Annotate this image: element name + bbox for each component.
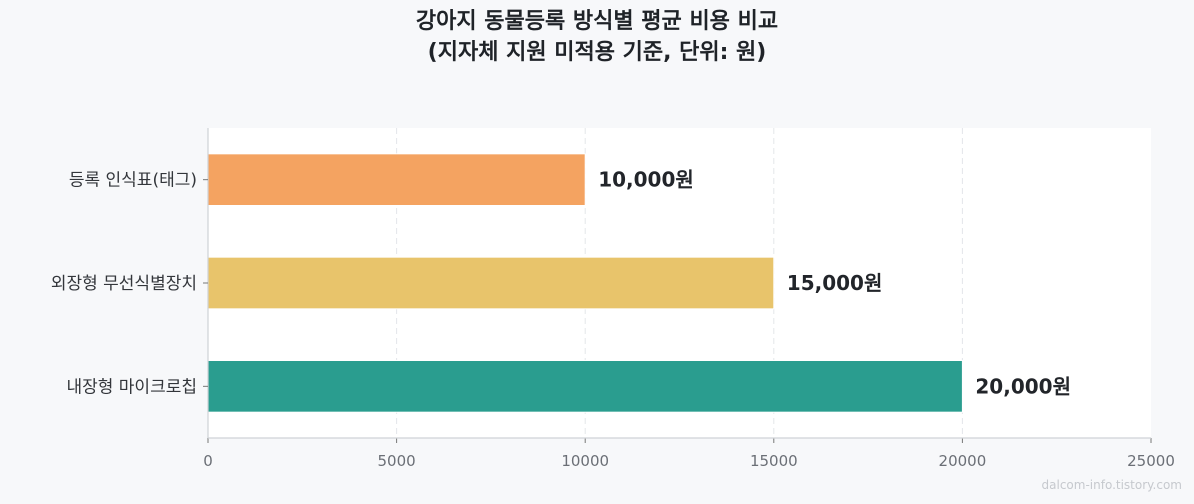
bar-value-label: 15,000원 — [787, 271, 883, 295]
bar — [207, 256, 775, 310]
category-label: 등록 인식표(태그) — [69, 171, 197, 191]
axes-group: 0 5000 10000 15000 20000 25000 등록 인식표(태그) 외장형 무… — [51, 128, 1175, 470]
chart-title: 강아지 동물등록 방식별 평균 비용 비교 — [415, 9, 779, 34]
watermark: dalcom-info.tistory.com — [1041, 478, 1182, 492]
category-label: 외장형 무선식별장치 — [51, 274, 197, 294]
bar — [207, 153, 586, 206]
chart-title-block: 강아지 동물등록 방식별 평균 비용 비교 (지자체 지원 미적용 기준, 단위… — [0, 6, 1194, 68]
x-tick-label: 25000 — [1127, 452, 1175, 470]
bars-group: 10,000원 15,000원 20,000원 — [207, 153, 1071, 413]
bar-value-label: 10,000원 — [598, 168, 694, 192]
x-tick-label: 5000 — [378, 452, 416, 470]
chart-subtitle: (지자체 지원 미적용 기준, 단위: 원) — [427, 40, 767, 65]
x-tick-label: 20000 — [939, 452, 987, 470]
category-label: 내장형 마이크로칩 — [66, 377, 197, 397]
bar-value-label: 20,000원 — [975, 374, 1071, 398]
x-tick-label: 0 — [203, 452, 213, 470]
x-tick-label: 15000 — [750, 452, 798, 470]
x-tick-label: 10000 — [561, 452, 609, 470]
bar — [207, 360, 963, 413]
